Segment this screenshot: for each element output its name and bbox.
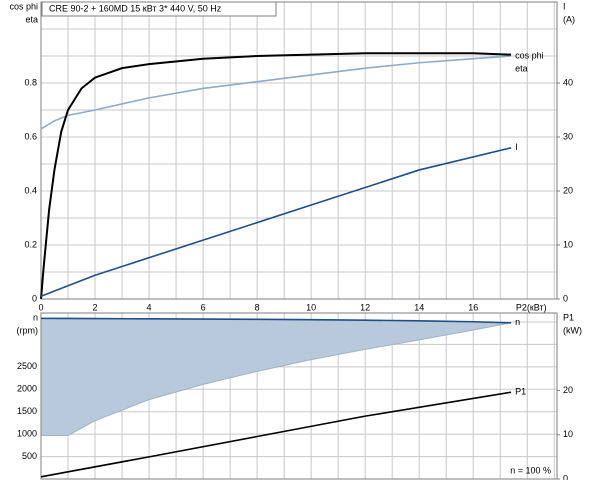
y-tick-label: 500 (22, 451, 37, 461)
y2-axis-label: (kW) (563, 325, 582, 335)
y2-tick-label: 40 (563, 77, 573, 87)
y-tick-label: 0.2 (24, 239, 37, 249)
y-tick-label: 1000 (17, 429, 37, 439)
y2-tick-label: 0 (563, 293, 568, 303)
x-tick-label: 0 (38, 302, 43, 312)
x-tick-label: 2 (93, 302, 98, 312)
series-label: P1 (515, 387, 526, 397)
y2-tick-label: 10 (563, 429, 573, 439)
y-axis-label: n (33, 312, 38, 322)
x-tick-label: 6 (201, 302, 206, 312)
series-label: n (515, 317, 520, 327)
line-series (40, 317, 512, 324)
title-box (41, 1, 277, 17)
x-tick-label: 10 (306, 302, 316, 312)
y2-axis-label: P1 (563, 312, 574, 322)
y-axis-label: eta (25, 14, 38, 24)
x-tick-label: 8 (255, 302, 260, 312)
plot-area (41, 2, 557, 299)
x-tick-label: 12 (360, 302, 370, 312)
y-tick-label: 0.6 (24, 131, 37, 141)
chart-title: CRE 90-2 + 160MD 15 кВт 3* 440 V, 50 Hz (49, 3, 222, 13)
x-tick-label: 14 (414, 302, 424, 312)
x-tick-label: 16 (468, 302, 478, 312)
annotation: n = 100 % (510, 465, 551, 475)
y-tick-label: 0 (32, 293, 37, 303)
plot-frame (40, 1, 558, 300)
y2-tick-label: 0 (563, 473, 568, 480)
x-axis-label: P2(кВт) (516, 302, 547, 312)
y2-tick-label: 20 (563, 385, 573, 395)
y-axis-label: (rpm) (17, 325, 39, 335)
y2-tick-label: 10 (563, 239, 573, 249)
y-axis-label: cos phi (9, 1, 38, 11)
series-label: eta (515, 63, 528, 73)
y-tick-label: 0.4 (24, 185, 37, 195)
series-label: cos phi (515, 50, 544, 60)
series-label: I (515, 142, 518, 152)
y2-axis-label: (A) (563, 14, 575, 24)
y-tick-label: 1500 (17, 406, 37, 416)
y2-tick-label: 20 (563, 185, 573, 195)
plot-frame (40, 312, 558, 480)
y-tick-label: 2500 (17, 361, 37, 371)
x-tick-label: 4 (147, 302, 152, 312)
line-series (40, 52, 512, 300)
y-tick-label: 2000 (17, 384, 37, 394)
y2-tick-label: 30 (563, 131, 573, 141)
line-series (40, 147, 512, 298)
y2-axis-label: I (563, 1, 566, 11)
line-series (40, 391, 512, 478)
y-tick-label: 0.8 (24, 77, 37, 87)
